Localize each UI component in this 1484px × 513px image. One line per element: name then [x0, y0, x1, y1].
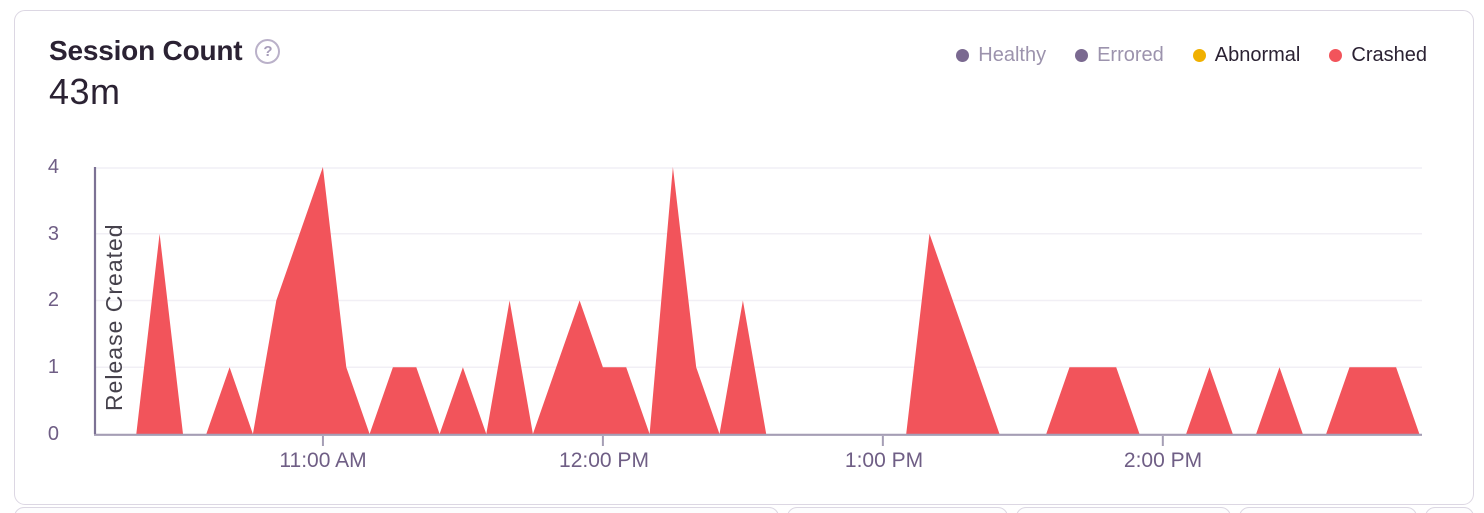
x-axis-label: 2:00 PM	[1123, 449, 1203, 472]
next-row-card	[1239, 507, 1417, 513]
y-axis-label: 3	[47, 223, 59, 245]
legend-item-abnormal[interactable]: Abnormal	[1192, 44, 1301, 67]
page-title: Session Count	[49, 35, 243, 66]
legend-label: Errored	[1097, 44, 1164, 66]
x-axis-label: 1:00 PM	[844, 449, 924, 472]
session-count-card: Session Count ? 43m Healthy Errored Abno…	[14, 10, 1474, 505]
crashed-area-chart	[93, 167, 1422, 446]
release-created-annotation: Release Created	[101, 223, 127, 411]
chart-legend: Healthy Errored Abnormal Crashed	[956, 44, 1427, 67]
next-row-card	[14, 507, 779, 513]
y-axis-label: 1	[47, 356, 59, 378]
legend-item-errored[interactable]: Errored	[1075, 44, 1164, 67]
legend-label: Abnormal	[1214, 44, 1301, 66]
help-icon[interactable]: ?	[255, 38, 281, 64]
legend-label: Crashed	[1351, 44, 1427, 66]
legend-label: Healthy	[978, 44, 1047, 66]
x-axis-label: 11:00 AM	[279, 449, 367, 472]
next-row-card	[1425, 507, 1474, 513]
legend-item-crashed[interactable]: Crashed	[1329, 44, 1427, 67]
session-count-chart[interactable]	[93, 167, 1422, 446]
y-axis-label: 2	[47, 289, 59, 311]
session-total-value: 43m	[49, 71, 121, 112]
healthy-dot-icon	[956, 49, 970, 62]
legend-item-healthy[interactable]: Healthy	[956, 44, 1046, 67]
next-row-card	[787, 507, 1008, 513]
y-axis-label: 0	[47, 423, 59, 445]
abnormal-dot-icon	[1192, 49, 1206, 62]
y-axis-label: 4	[47, 156, 59, 178]
card-header: Session Count ?	[49, 35, 281, 67]
crashed-dot-icon	[1329, 49, 1343, 62]
x-axis-label: 12:00 PM	[559, 449, 649, 472]
next-row-card	[1016, 507, 1231, 513]
errored-dot-icon	[1075, 49, 1089, 62]
